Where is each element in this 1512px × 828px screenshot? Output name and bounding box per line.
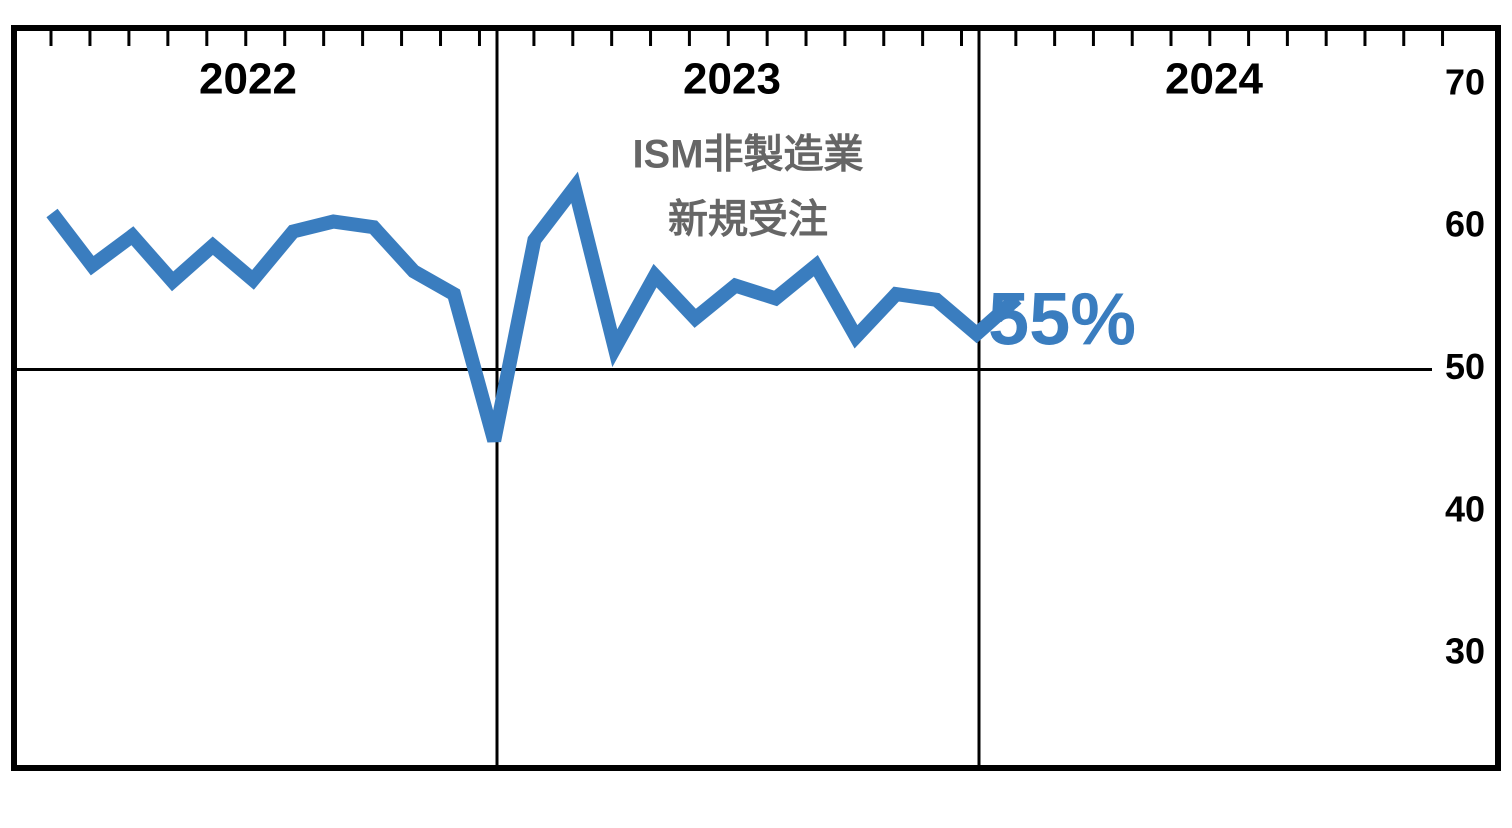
chart-title: ISM非製造業 (632, 133, 863, 177)
data-line (46, 171, 1022, 443)
frame (11, 25, 1501, 771)
chart-title: 新規受注 (668, 198, 828, 242)
year-label: 2022 (199, 55, 297, 104)
y-tick-label: 70 (1445, 61, 1485, 102)
y-tick-label: 60 (1445, 204, 1485, 245)
year-label: 2023 (683, 55, 781, 104)
year-label: 2024 (1165, 55, 1263, 104)
annotation: 55% (988, 278, 1136, 361)
y-tick-label: 30 (1445, 631, 1485, 672)
y-tick-label: 40 (1445, 488, 1485, 529)
y-tick-label: 50 (1445, 346, 1485, 387)
